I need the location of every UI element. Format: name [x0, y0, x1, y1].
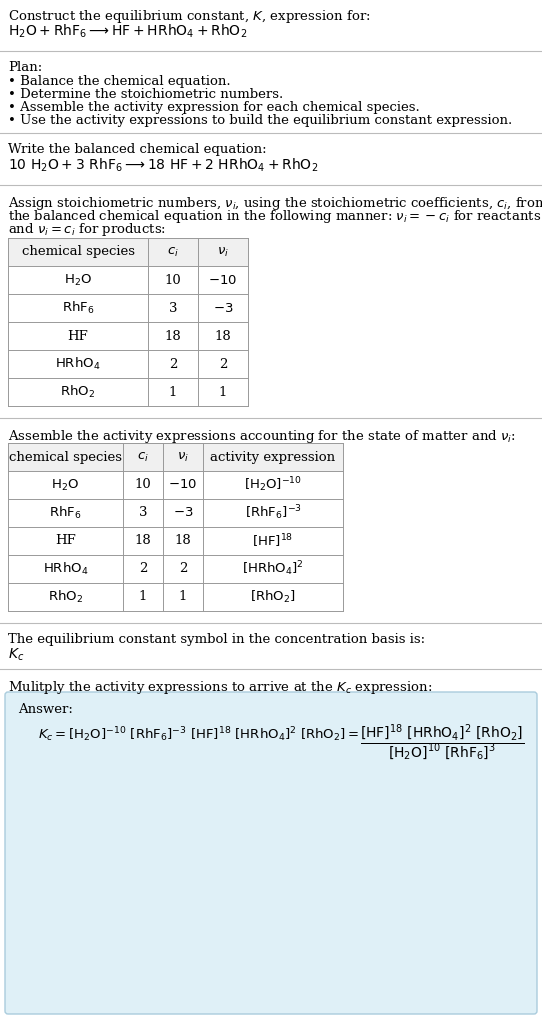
- Text: chemical species: chemical species: [9, 451, 122, 464]
- Text: $\text{RhF}_6$: $\text{RhF}_6$: [49, 505, 82, 521]
- Text: • Assemble the activity expression for each chemical species.: • Assemble the activity expression for e…: [8, 101, 420, 114]
- Text: $\text{H}_2\text{O}$: $\text{H}_2\text{O}$: [64, 273, 92, 288]
- Text: activity expression: activity expression: [210, 451, 335, 464]
- Text: $\text{RhO}_2$: $\text{RhO}_2$: [48, 589, 83, 605]
- Text: chemical species: chemical species: [22, 245, 134, 258]
- Text: $\text{RhF}_6$: $\text{RhF}_6$: [62, 300, 94, 316]
- Text: $\text{HRhO}_4$: $\text{HRhO}_4$: [55, 356, 101, 372]
- Text: $\nu_i$: $\nu_i$: [177, 451, 189, 464]
- Text: $-10$: $-10$: [209, 274, 237, 287]
- Text: $K_c$: $K_c$: [8, 647, 24, 663]
- Text: $-3$: $-3$: [173, 506, 193, 520]
- Text: 10: 10: [165, 274, 182, 287]
- Text: $\dfrac{[\text{HF}]^{18}\ [\text{HRhO}_4]^{2}\ [\text{RhO}_2]}{[\text{H}_2\text{: $\dfrac{[\text{HF}]^{18}\ [\text{HRhO}_4…: [360, 723, 524, 763]
- Text: $[\text{RhF}_6]^{-3}$: $[\text{RhF}_6]^{-3}$: [244, 503, 301, 523]
- Text: the balanced chemical equation in the following manner: $\nu_i = -c_i$ for react: the balanced chemical equation in the fo…: [8, 208, 541, 225]
- Text: Plan:: Plan:: [8, 61, 42, 74]
- Text: $[\text{H}_2\text{O}]^{-10}$: $[\text{H}_2\text{O}]^{-10}$: [244, 476, 302, 494]
- Text: 3: 3: [139, 506, 147, 520]
- Text: 2: 2: [169, 358, 177, 370]
- Text: and $\nu_i = c_i$ for products:: and $\nu_i = c_i$ for products:: [8, 221, 166, 238]
- Text: • Determine the stoichiometric numbers.: • Determine the stoichiometric numbers.: [8, 88, 283, 101]
- Text: 2: 2: [179, 562, 187, 576]
- Bar: [8, 238, 248, 266]
- Text: $\nu_i$: $\nu_i$: [217, 245, 229, 258]
- Text: $-10$: $-10$: [169, 479, 197, 491]
- Text: $c_i$: $c_i$: [137, 451, 149, 464]
- Text: $\text{H}_2\text{O}$: $\text{H}_2\text{O}$: [51, 477, 80, 492]
- Text: 3: 3: [169, 301, 177, 314]
- Text: HF: HF: [68, 330, 88, 343]
- Text: $c_i$: $c_i$: [167, 245, 179, 258]
- Text: Assign stoichiometric numbers, $\nu_i$, using the stoichiometric coefficients, $: Assign stoichiometric numbers, $\nu_i$, …: [8, 195, 542, 212]
- Text: HF: HF: [55, 535, 76, 547]
- Text: 2: 2: [219, 358, 227, 370]
- Text: 1: 1: [219, 385, 227, 399]
- Text: $10\ \text{H}_2\text{O} + 3\ \text{RhF}_6 \longrightarrow 18\ \text{HF} + 2\ \te: $10\ \text{H}_2\text{O} + 3\ \text{RhF}_…: [8, 157, 318, 174]
- Text: Construct the equilibrium constant, $K$, expression for:: Construct the equilibrium constant, $K$,…: [8, 8, 371, 25]
- Text: $\text{RhO}_2$: $\text{RhO}_2$: [61, 384, 95, 400]
- Text: Write the balanced chemical equation:: Write the balanced chemical equation:: [8, 143, 267, 156]
- Text: $[\text{RhO}_2]$: $[\text{RhO}_2]$: [250, 589, 296, 605]
- Text: $\text{HRhO}_4$: $\text{HRhO}_4$: [43, 561, 88, 577]
- Text: 18: 18: [175, 535, 191, 547]
- Text: Answer:: Answer:: [18, 703, 73, 716]
- Text: 2: 2: [139, 562, 147, 576]
- Text: 1: 1: [169, 385, 177, 399]
- Text: The equilibrium constant symbol in the concentration basis is:: The equilibrium constant symbol in the c…: [8, 633, 425, 646]
- Text: $-3$: $-3$: [213, 301, 233, 314]
- Text: 1: 1: [179, 591, 187, 603]
- Text: $\text{H}_2\text{O} + \text{RhF}_6 \longrightarrow \text{HF} + \text{HRhO}_4 + \: $\text{H}_2\text{O} + \text{RhF}_6 \long…: [8, 23, 247, 41]
- Text: Assemble the activity expressions accounting for the state of matter and $\nu_i$: Assemble the activity expressions accoun…: [8, 428, 516, 445]
- Text: 10: 10: [134, 479, 151, 491]
- Text: $[\text{HF}]^{18}$: $[\text{HF}]^{18}$: [253, 532, 294, 550]
- Text: Mulitply the activity expressions to arrive at the $K_c$ expression:: Mulitply the activity expressions to arr…: [8, 679, 432, 696]
- Text: $[\text{HRhO}_4]^{2}$: $[\text{HRhO}_4]^{2}$: [242, 559, 304, 579]
- Bar: [8, 443, 343, 471]
- Text: 1: 1: [139, 591, 147, 603]
- Text: 18: 18: [215, 330, 231, 343]
- FancyBboxPatch shape: [5, 692, 537, 1014]
- Text: 18: 18: [165, 330, 182, 343]
- Text: $K_c = [\text{H}_2\text{O}]^{-10}\ [\text{RhF}_6]^{-3}\ [\text{HF}]^{18}\ [\text: $K_c = [\text{H}_2\text{O}]^{-10}\ [\tex…: [38, 725, 359, 743]
- Text: 18: 18: [134, 535, 151, 547]
- Text: • Use the activity expressions to build the equilibrium constant expression.: • Use the activity expressions to build …: [8, 114, 512, 127]
- Text: • Balance the chemical equation.: • Balance the chemical equation.: [8, 75, 231, 88]
